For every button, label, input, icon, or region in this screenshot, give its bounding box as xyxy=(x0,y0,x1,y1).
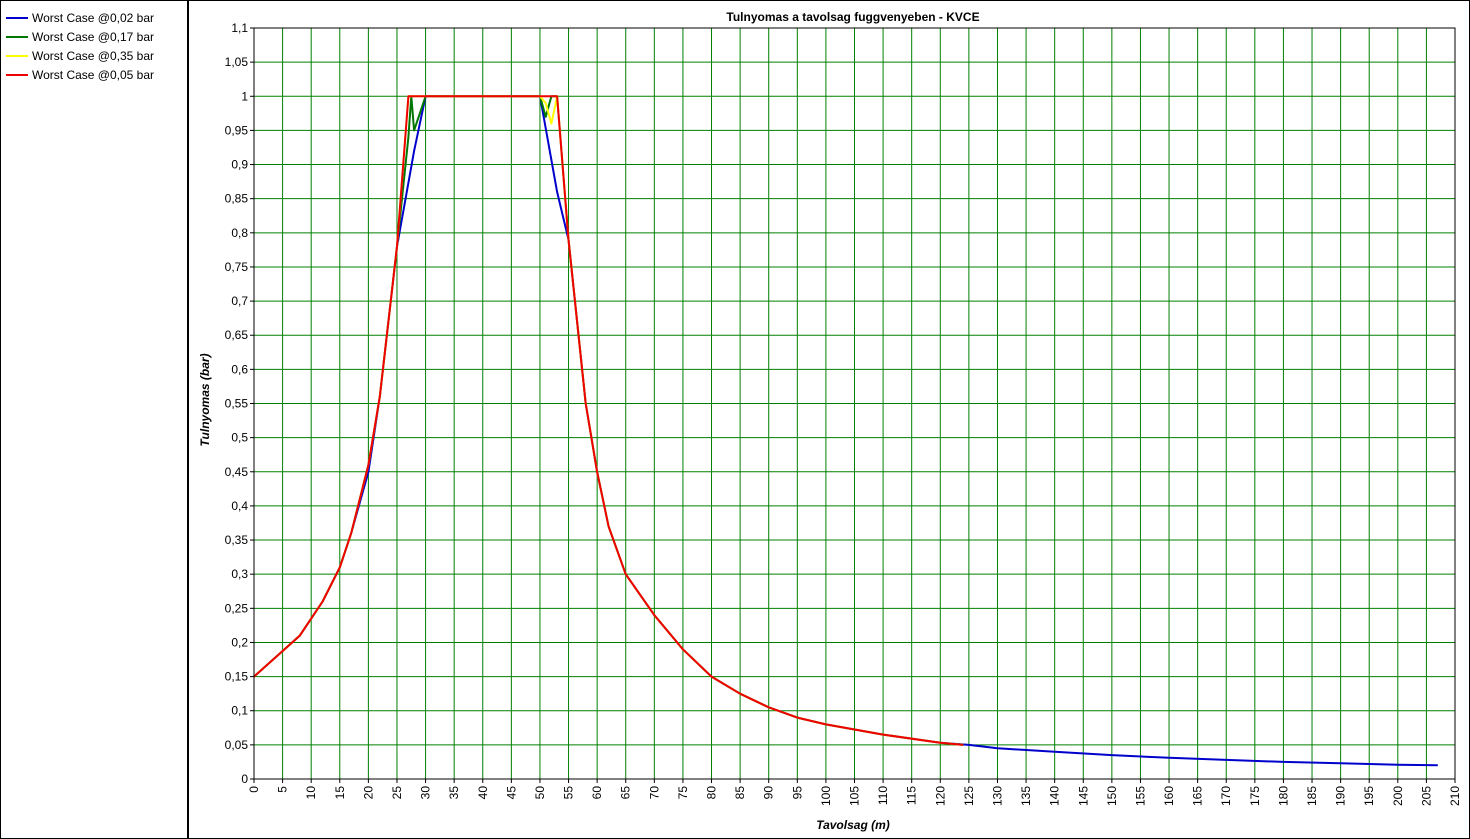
y-tick-label: 0,9 xyxy=(231,158,248,172)
legend-label: Worst Case @0,05 bar xyxy=(32,68,154,82)
x-tick-label: 60 xyxy=(590,786,604,800)
y-tick-label: 0,15 xyxy=(225,670,249,684)
x-tick-label: 45 xyxy=(504,786,518,800)
x-tick-label: 145 xyxy=(1076,786,1090,806)
y-tick-label: 0,55 xyxy=(225,397,249,411)
y-tick-label: 0 xyxy=(241,772,248,786)
y-tick-label: 0,8 xyxy=(231,226,248,240)
y-tick-label: 0,35 xyxy=(225,533,249,547)
x-axis-ticks: 0 5 10 15 20 25 30 35 40 45 50 55 60 65 70 75 80 85 90 95 10… xyxy=(247,779,1462,806)
x-tick-label: 175 xyxy=(1248,786,1262,806)
x-tick-label: 190 xyxy=(1334,786,1348,806)
x-tick-label: 75 xyxy=(676,786,690,800)
x-tick-label: 85 xyxy=(733,786,747,800)
y-tick-label: 0,6 xyxy=(231,362,248,376)
x-tick-label: 90 xyxy=(762,786,776,800)
legend-label: Worst Case @0,17 bar xyxy=(32,30,154,44)
x-tick-label: 160 xyxy=(1162,786,1176,806)
x-tick-label: 210 xyxy=(1448,786,1462,806)
x-tick-label: 50 xyxy=(533,786,547,800)
y-tick-label: 0,65 xyxy=(225,328,249,342)
x-tick-label: 0 xyxy=(247,786,261,793)
y-tick-label: 1,05 xyxy=(225,55,249,69)
y-tick-label: 0,75 xyxy=(225,260,249,274)
y-tick-label: 1 xyxy=(241,89,248,103)
y-tick-label: 0,7 xyxy=(231,294,248,308)
x-tick-label: 140 xyxy=(1048,786,1062,806)
x-tick-label: 115 xyxy=(905,786,919,805)
x-tick-label: 130 xyxy=(990,786,1004,806)
x-tick-label: 110 xyxy=(876,786,890,805)
x-tick-label: 165 xyxy=(1191,786,1205,806)
y-tick-label: 0,45 xyxy=(225,465,249,479)
y-tick-label: 0,05 xyxy=(225,738,249,752)
x-axis-label: Tavolsag (m) xyxy=(816,818,890,832)
y-tick-label: 0,95 xyxy=(225,123,249,137)
y-tick-label: 0,4 xyxy=(231,499,248,513)
y-tick-label: 0,1 xyxy=(231,704,248,718)
x-tick-label: 35 xyxy=(447,786,461,800)
y-axis-label: Tulnyomas (bar) xyxy=(198,353,212,446)
x-tick-label: 70 xyxy=(647,786,661,800)
x-tick-label: 105 xyxy=(848,786,862,806)
y-axis-ticks: 0 0,05 0,1 0,15 0,2 0,25 0,3 0,35 0,4 0,45 0,5 0,55… xyxy=(225,21,254,786)
x-tick-label: 25 xyxy=(390,786,404,800)
x-tick-label: 15 xyxy=(333,786,347,800)
y-tick-label: 0,3 xyxy=(231,567,248,581)
x-tick-label: 180 xyxy=(1276,786,1290,806)
x-tick-label: 125 xyxy=(962,786,976,806)
x-tick-label: 30 xyxy=(419,786,433,800)
x-tick-label: 205 xyxy=(1419,786,1433,806)
plot-border xyxy=(253,27,1456,780)
x-tick-label: 40 xyxy=(476,786,490,800)
y-tick-label: 1,1 xyxy=(231,21,248,35)
x-tick-label: 150 xyxy=(1105,786,1119,806)
x-tick-label: 55 xyxy=(562,786,576,800)
x-tick-label: 95 xyxy=(790,786,804,800)
y-tick-label: 0,85 xyxy=(225,192,249,206)
series-line-4 xyxy=(253,95,964,746)
x-tick-label: 135 xyxy=(1019,786,1033,806)
y-tick-label: 0,2 xyxy=(231,635,248,649)
x-tick-label: 5 xyxy=(276,786,290,793)
legend-label: Worst Case @0,02 bar xyxy=(32,11,154,25)
y-tick-label: 0,25 xyxy=(225,601,249,615)
series-lines xyxy=(253,95,1438,767)
x-tick-label: 200 xyxy=(1391,786,1405,806)
x-tick-label: 80 xyxy=(705,786,719,800)
legend-label: Worst Case @0,35 bar xyxy=(32,49,154,63)
chart-title: Tulnyomas a tavolsag fuggvenyeben - KVCE xyxy=(726,10,979,24)
x-tick-label: 170 xyxy=(1219,786,1233,806)
x-tick-label: 65 xyxy=(619,786,633,800)
x-tick-label: 120 xyxy=(933,786,947,806)
x-tick-label: 195 xyxy=(1362,786,1376,806)
legend: Worst Case @0,02 bar Worst Case @0,17 bar… xyxy=(6,11,154,82)
y-tick-label: 0,5 xyxy=(231,431,248,445)
x-tick-label: 155 xyxy=(1133,786,1147,806)
x-tick-label: 20 xyxy=(361,786,375,800)
x-tick-label: 185 xyxy=(1305,786,1319,806)
x-tick-label: 100 xyxy=(819,786,833,806)
x-tick-label: 10 xyxy=(304,786,318,800)
